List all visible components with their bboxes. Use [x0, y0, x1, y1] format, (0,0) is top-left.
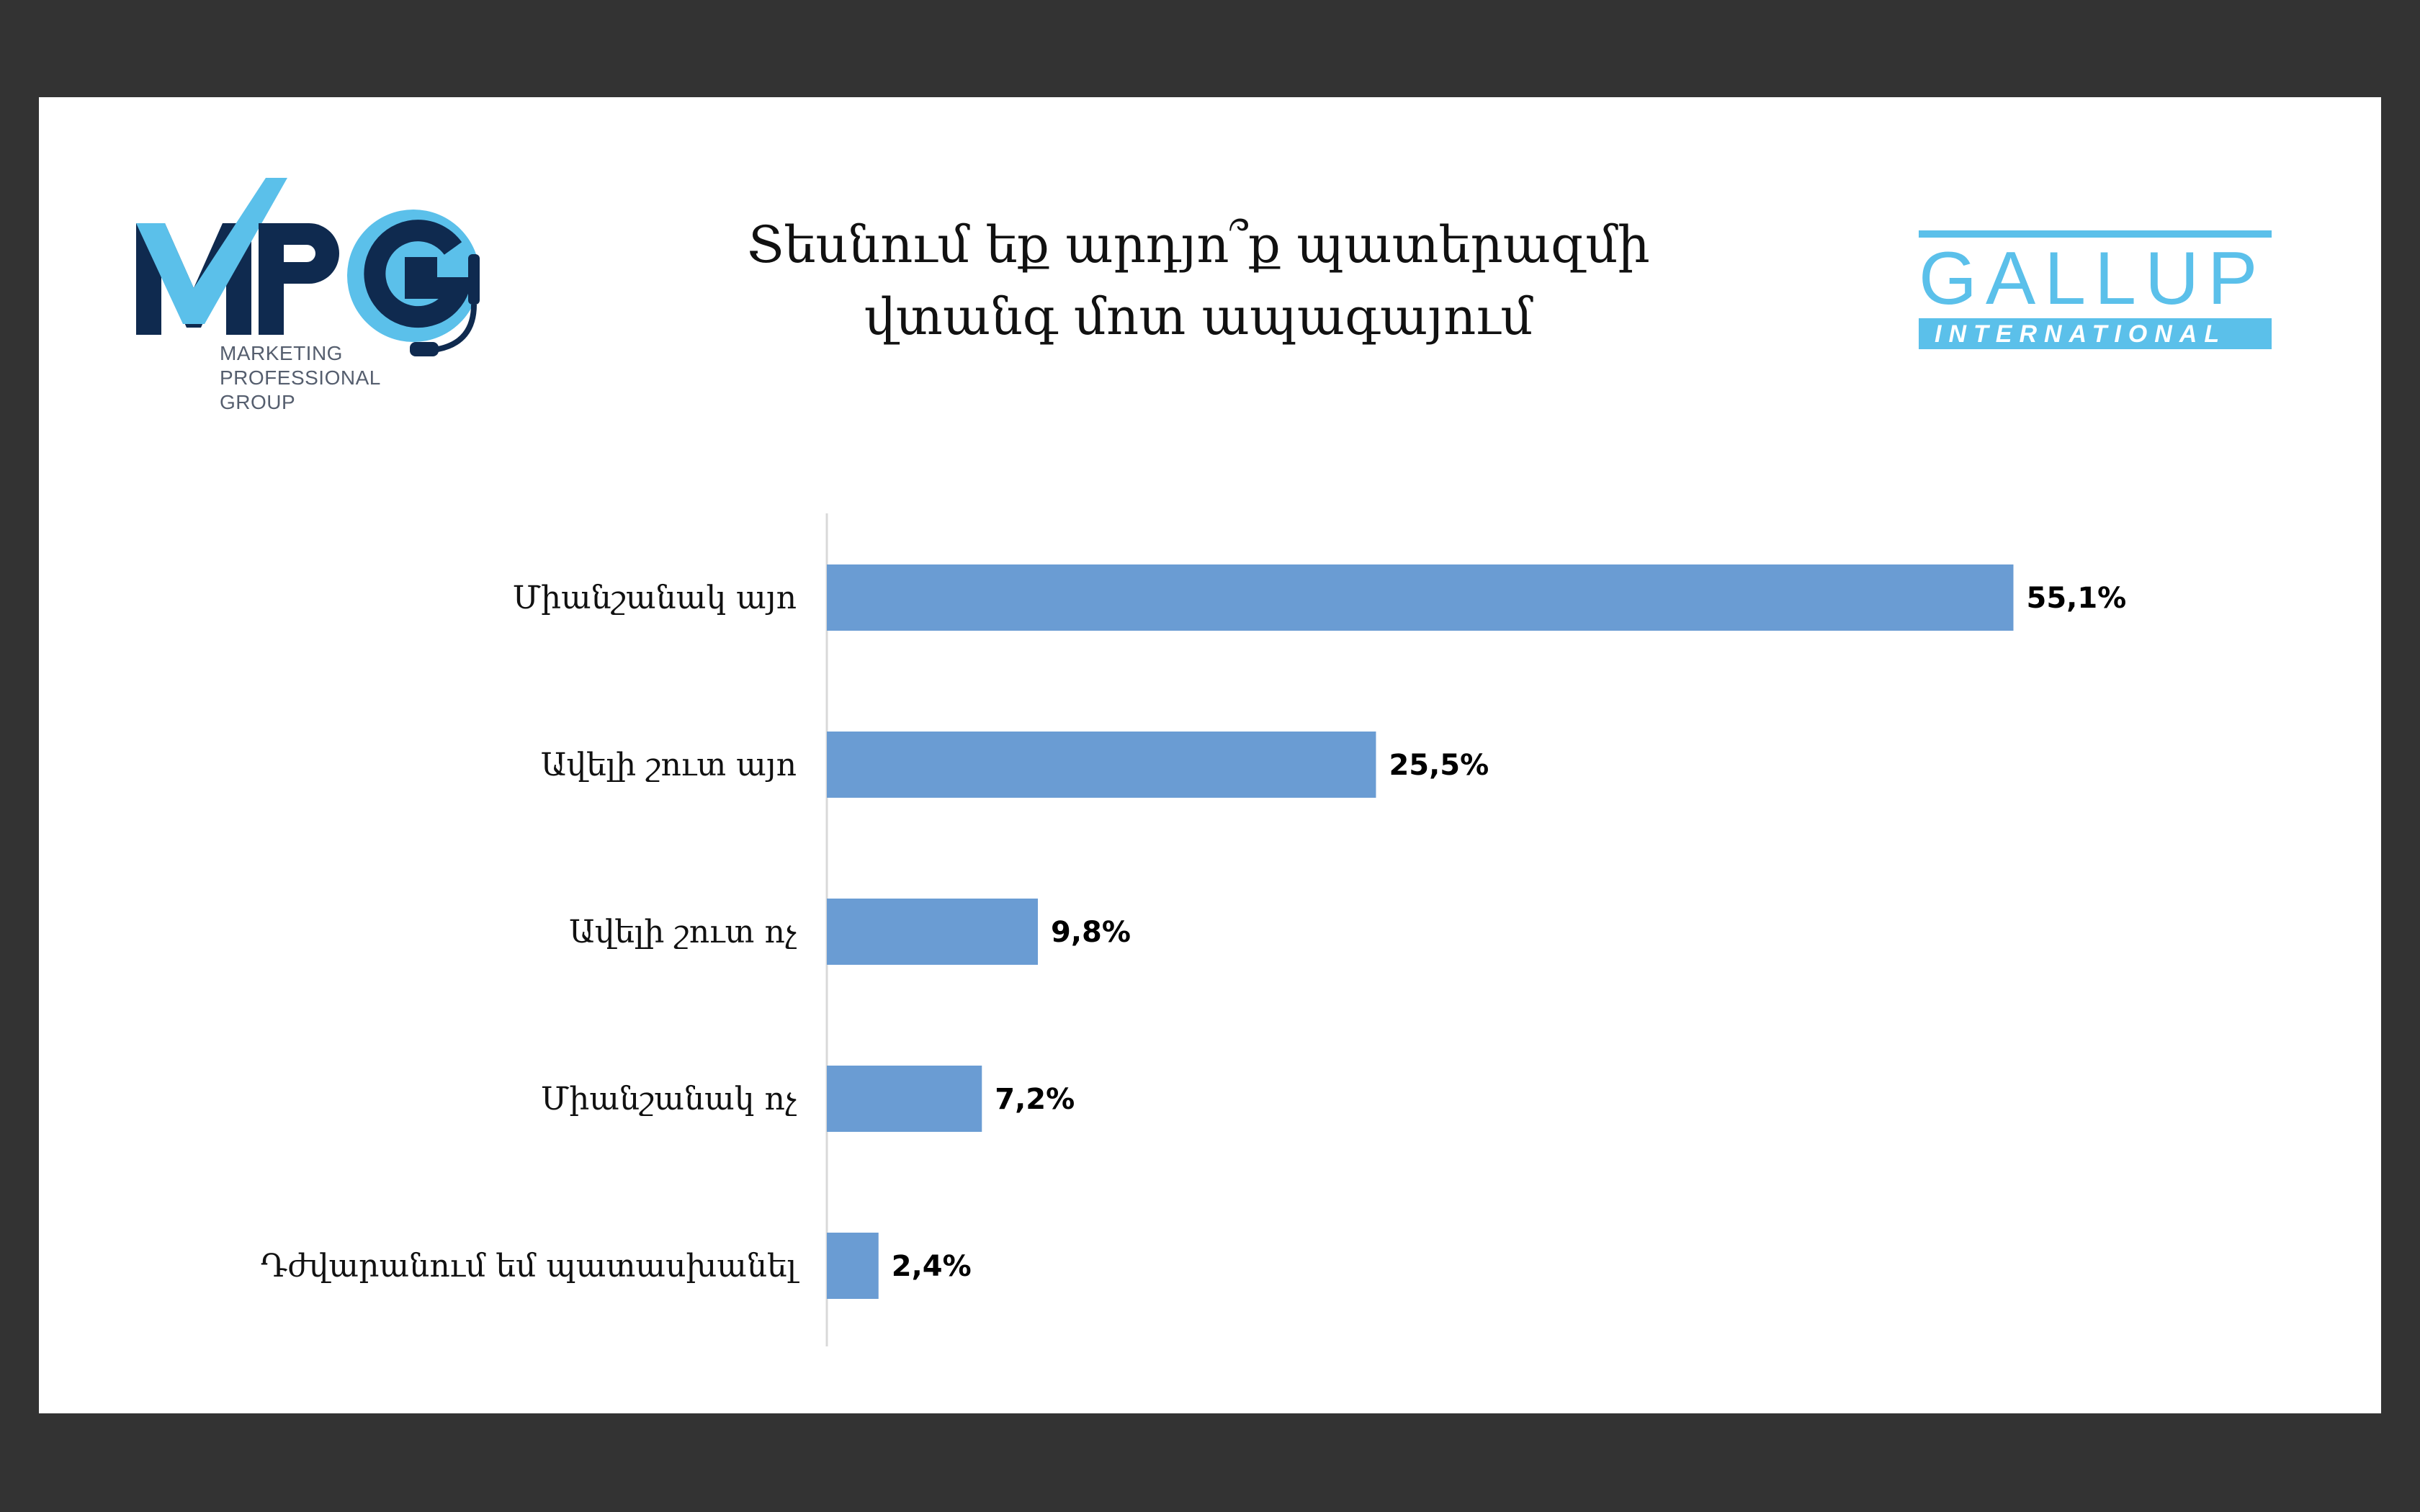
- category-label-2: Ավելի շուտ այո: [541, 747, 797, 783]
- value-label-3: 9,8%: [1051, 916, 1131, 949]
- gallup-international-text: INTERNATIONAL: [1935, 320, 2227, 348]
- chart-title: Տեսնում եք արդյո՞ք պատերազմի վտանգ մոտ ա…: [658, 209, 1739, 353]
- chart-title-line-1: Տեսնում եք արդյո՞ք պատերազմի: [747, 215, 1650, 274]
- category-label-4: Միանշանակ ոչ: [541, 1081, 797, 1117]
- mpg-check-mark: [136, 178, 287, 324]
- gallup-wordmark: GALLUP: [1919, 237, 2267, 320]
- bar-3: [827, 899, 1039, 965]
- value-label-1: 55,1%: [2026, 582, 2126, 615]
- mpg-subtitle-line-1: MARKETING: [220, 342, 343, 364]
- bar-chart: Միանշանակ այո 55,1% Ավելի շուտ այո 25,5% Ավե…: [261, 513, 2126, 1346]
- headset-icon: [468, 254, 480, 305]
- value-label-5: 2,4%: [892, 1250, 972, 1283]
- chart-title-line-2: վտանգ մոտ ապագայում: [864, 287, 1533, 346]
- bars-group: Միանշանակ այո 55,1% Ավելի շուտ այո 25,5% Ավե…: [261, 564, 2126, 1299]
- value-label-4: 7,2%: [995, 1083, 1075, 1116]
- category-label-1: Միանշանակ այո: [513, 580, 797, 616]
- bar-1: [827, 564, 2014, 631]
- gallup-top-rule: [1919, 230, 2272, 238]
- mpg-g-letter: [364, 220, 475, 328]
- category-label-5: Դժվարանում եմ պատասխանել: [261, 1248, 800, 1284]
- value-label-2: 25,5%: [1389, 749, 1489, 782]
- mpg-subtitle-line-2: PROFESSIONAL: [220, 366, 381, 389]
- mpg-p-letter: [259, 223, 339, 335]
- mpg-logo: [136, 178, 480, 356]
- category-label-3: Ավելի շուտ ոչ: [569, 914, 797, 950]
- mpg-subtitle: MARKETING PROFESSIONAL GROUP: [220, 341, 381, 415]
- slide: MARKETING PROFESSIONAL GROUP Տեսնում եք …: [39, 97, 2381, 1413]
- mpg-subtitle-line-3: GROUP: [220, 391, 296, 413]
- gallup-band: INTERNATIONAL: [1919, 318, 2272, 349]
- gallup-logo: GALLUP INTERNATIONAL: [1919, 230, 2272, 349]
- bar-4: [827, 1066, 982, 1132]
- bar-5: [827, 1233, 879, 1299]
- bar-2: [827, 732, 1376, 798]
